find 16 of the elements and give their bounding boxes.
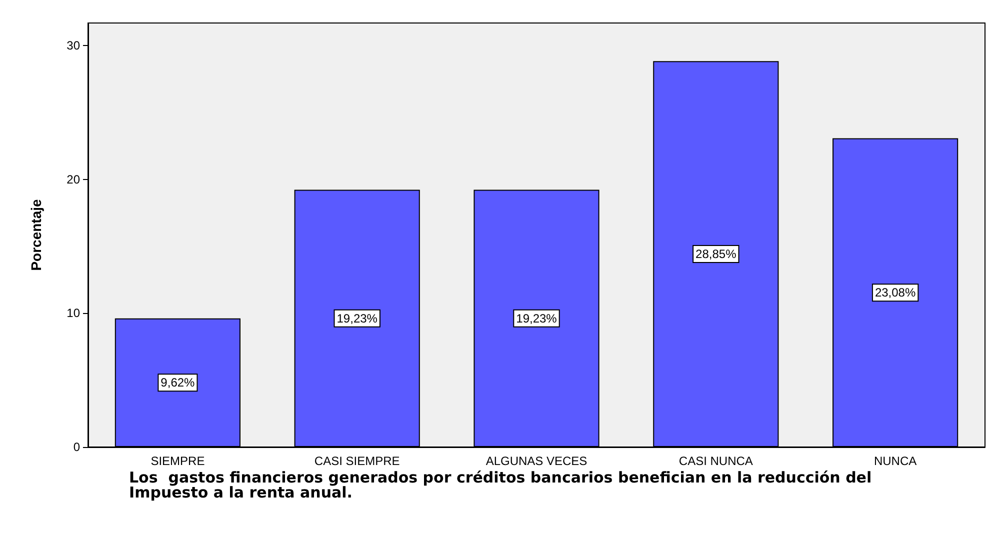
x-axis-title: Los gastos financieros generados por créditos bancarios benefician en la reducción del Impuesto a la renta anual.	[129, 468, 877, 502]
x-tick-label: SIEMPRE	[150, 454, 205, 468]
data-label: 9,62%	[160, 376, 196, 390]
y-tick-label: 30	[66, 38, 80, 53]
x-tick-label: CASI SIEMPRE	[314, 454, 400, 468]
y-axis-title: Porcentaje	[28, 198, 44, 271]
x-tick-label: NUNCA	[874, 454, 917, 468]
data-label: 28,85%	[696, 247, 737, 262]
y-tick-label: 10	[66, 306, 80, 320]
y-tick-label: 0	[73, 440, 80, 454]
data-label: 23,08%	[874, 286, 916, 300]
data-label: 19,23%	[516, 311, 558, 326]
x-tick-label: CASI NUNCA	[678, 454, 753, 468]
y-tick-label: 20	[66, 172, 80, 186]
x-tick-label: ALGUNAS VECES	[486, 454, 588, 468]
data-label: 19,23%	[336, 311, 378, 326]
